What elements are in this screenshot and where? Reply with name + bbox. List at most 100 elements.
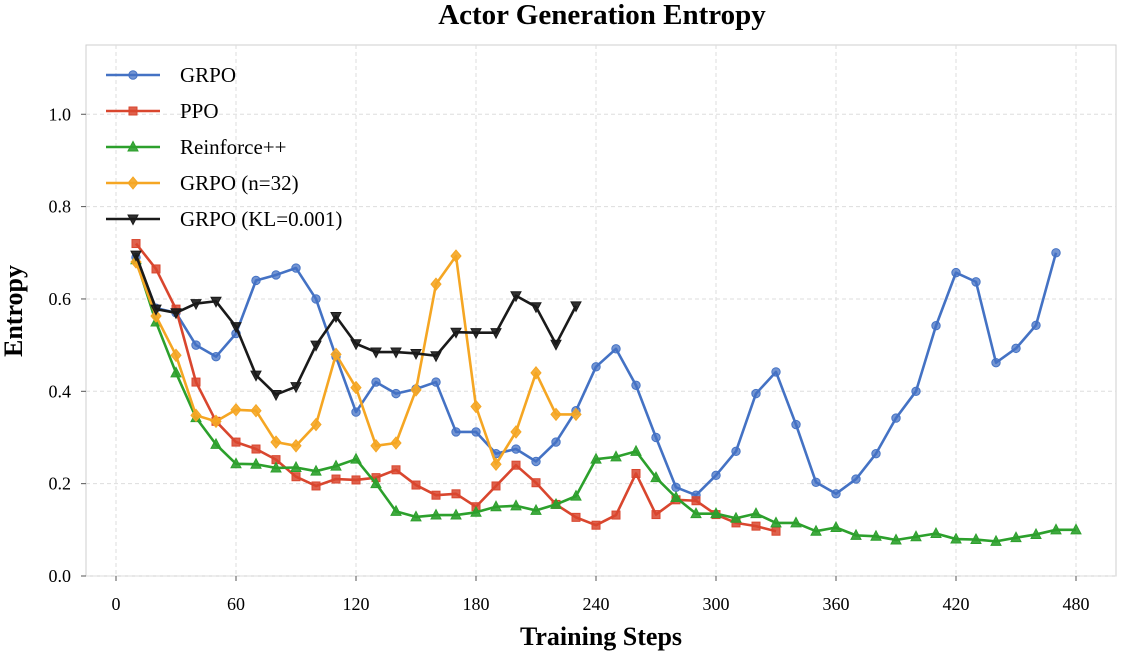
data-point	[630, 444, 642, 456]
data-point	[230, 402, 242, 417]
data-point	[611, 344, 621, 354]
data-point	[330, 312, 342, 324]
data-point	[210, 414, 222, 429]
data-point	[810, 524, 822, 536]
data-point	[651, 432, 661, 443]
data-point	[270, 461, 282, 473]
data-point	[270, 435, 282, 449]
data-point	[391, 388, 401, 399]
data-point	[150, 304, 162, 316]
x-tick-label: 360	[823, 594, 850, 614]
data-point	[271, 270, 281, 280]
data-point	[971, 277, 981, 287]
data-point	[1051, 248, 1061, 258]
data-point	[990, 534, 1002, 546]
data-point	[1011, 343, 1021, 354]
data-point	[490, 457, 502, 472]
data-point	[671, 482, 681, 493]
x-tick-label: 480	[1063, 594, 1090, 614]
data-point	[771, 526, 781, 536]
data-point	[730, 511, 742, 523]
data-point	[311, 481, 321, 491]
data-point	[771, 367, 781, 377]
data-point	[910, 530, 922, 542]
data-point	[550, 407, 562, 422]
data-point	[170, 366, 182, 378]
data-point	[150, 309, 162, 323]
data-point	[331, 474, 341, 484]
data-point	[530, 366, 542, 380]
data-point	[831, 489, 841, 499]
data-point	[351, 475, 361, 485]
data-point	[511, 460, 521, 470]
data-point	[350, 339, 362, 351]
data-point	[190, 408, 202, 423]
data-point	[550, 497, 562, 509]
data-point	[151, 264, 161, 274]
legend-label: GRPO (KL=0.001)	[180, 207, 342, 231]
data-point	[231, 437, 241, 447]
data-point	[451, 427, 461, 437]
legend: GRPO PPO Reinforce++ GRPO (n=32) GRPO (KL=0.…	[106, 63, 342, 231]
data-point	[211, 351, 221, 362]
data-point	[251, 444, 261, 454]
x-axis-ticks: 0 60 120 180 240 300 360 420 480	[112, 576, 1090, 614]
data-point	[531, 478, 541, 488]
data-point	[510, 499, 522, 511]
data-point	[911, 386, 921, 397]
data-point	[890, 533, 902, 545]
data-point	[390, 436, 402, 450]
x-tick-label: 300	[703, 594, 730, 614]
data-point	[1050, 523, 1062, 535]
data-point	[431, 377, 441, 387]
data-point	[891, 413, 901, 423]
data-point	[571, 512, 581, 522]
data-point	[350, 380, 362, 395]
data-point	[391, 465, 401, 475]
data-point	[370, 439, 382, 453]
data-point	[450, 249, 462, 263]
data-point	[430, 351, 442, 363]
legend-label: PPO	[180, 99, 219, 123]
plot-area	[85, 44, 1117, 577]
y-axis-label: Entropy	[0, 265, 28, 357]
data-point	[311, 294, 321, 304]
data-point	[451, 489, 461, 499]
data-point	[1031, 320, 1041, 330]
data-point	[791, 419, 801, 430]
data-point	[670, 490, 682, 503]
x-tick-label: 120	[343, 594, 370, 614]
legend-marker	[127, 140, 139, 152]
data-point	[1030, 527, 1042, 539]
data-point	[530, 503, 542, 515]
legend-item-2: Reinforce++	[106, 135, 286, 159]
data-point	[811, 477, 821, 487]
y-tick-label: 0.2	[49, 474, 72, 494]
data-point	[550, 339, 562, 351]
data-point	[611, 510, 621, 520]
data-point	[871, 448, 881, 459]
data-point	[410, 383, 422, 397]
data-point	[850, 528, 862, 540]
legend-marker	[128, 106, 138, 116]
x-tick-label: 420	[943, 594, 970, 614]
data-point	[390, 504, 402, 516]
chart-title: Actor Generation Entropy	[438, 0, 766, 31]
data-point	[370, 477, 382, 489]
legend-item-0: GRPO	[106, 63, 236, 87]
data-point	[570, 301, 582, 313]
legend-label: Reinforce++	[180, 135, 286, 159]
data-point	[431, 490, 441, 500]
data-point	[250, 403, 262, 418]
data-point	[330, 347, 342, 362]
data-point	[230, 457, 242, 469]
data-point	[631, 468, 641, 478]
data-point	[950, 532, 962, 544]
data-point	[290, 439, 302, 453]
legend-item-4: GRPO (KL=0.001)	[106, 207, 342, 231]
data-point	[870, 529, 882, 541]
data-point	[371, 377, 381, 387]
data-point	[930, 526, 942, 539]
legend-label: GRPO	[180, 63, 236, 87]
